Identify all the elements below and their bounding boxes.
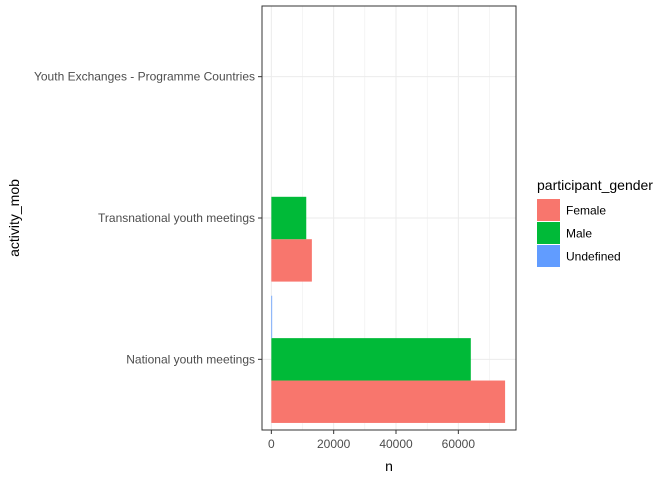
- legend-label-male: Male: [566, 227, 592, 241]
- y-axis-title: activity_mob: [6, 179, 22, 257]
- bar-male-1: [271, 196, 307, 240]
- x-tick-label: 20000: [317, 437, 351, 451]
- legend-key-undefined: [537, 245, 560, 267]
- x-tick-label: 40000: [379, 437, 413, 451]
- legend-title: participant_gender: [537, 177, 653, 193]
- y-axis-ticks: National youth meetings Transnational you…: [34, 70, 262, 366]
- y-tick-label: Youth Exchanges - Programme Countries: [34, 70, 255, 84]
- x-axis-title: n: [385, 458, 393, 474]
- x-axis-ticks: 0 20000 40000 60000: [268, 430, 475, 451]
- legend-key-male: [537, 222, 560, 244]
- legend-key-female: [537, 199, 560, 221]
- legend-label-female: Female: [566, 204, 606, 218]
- x-tick-label: 0: [268, 437, 275, 451]
- bars: [271, 196, 506, 423]
- x-tick-label: 60000: [442, 437, 476, 451]
- bar-male-0: [271, 338, 471, 381]
- legend: participant_gender Female Male Undefined: [537, 177, 653, 267]
- bar-female-1: [271, 239, 312, 282]
- y-tick-label: National youth meetings: [126, 352, 255, 366]
- y-tick-label: Transnational youth meetings: [98, 211, 255, 225]
- legend-label-undefined: Undefined: [566, 250, 621, 264]
- bar-undefined-0: [271, 295, 273, 339]
- bar-female-0: [271, 380, 506, 423]
